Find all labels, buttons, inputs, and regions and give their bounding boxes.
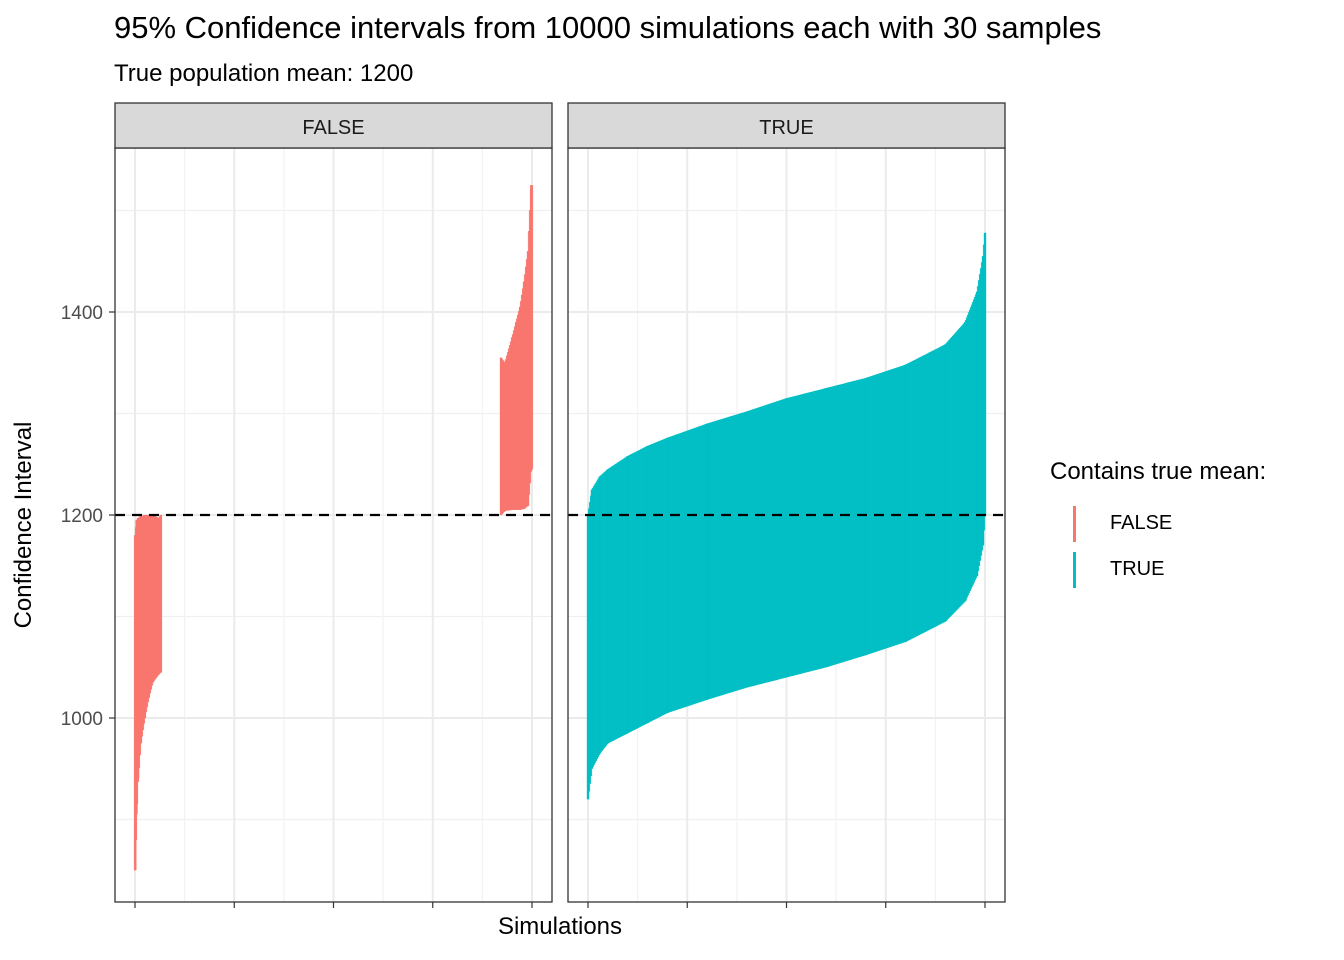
- chart-title: 95% Confidence intervals from 10000 simu…: [114, 10, 1102, 45]
- ci-segments-true: [586, 232, 987, 800]
- y-tick-label: 1400: [61, 303, 103, 324]
- panel-true: TRUE: [567, 102, 1006, 908]
- facet-strip: [114, 102, 553, 149]
- legend-key-false: [1064, 506, 1084, 542]
- facet-strip: [567, 102, 1006, 149]
- chart-subtitle: True population mean: 1200: [114, 60, 414, 87]
- legend-item-false: FALSE: [1050, 504, 1250, 544]
- ci-segments-false: [133, 185, 534, 871]
- panel-false: FALSE: [114, 102, 553, 908]
- facet-label: FALSE: [302, 117, 364, 139]
- y-tick-label: 1200: [61, 506, 103, 527]
- legend-label-true: TRUE: [1110, 558, 1165, 580]
- y-axis: 1000 1200 1400: [61, 303, 115, 730]
- legend-title: Contains true mean:: [1050, 458, 1267, 485]
- y-tick-label: 1000: [61, 709, 103, 730]
- legend-key-true: [1064, 552, 1084, 588]
- legend: Contains true mean: FALSE TRUE: [1050, 458, 1267, 588]
- y-axis-title: Confidence Interval: [10, 421, 37, 629]
- legend-label-false: FALSE: [1110, 512, 1173, 534]
- legend-item-true: TRUE: [1050, 550, 1250, 590]
- x-axis-title: Simulations: [497, 913, 623, 940]
- facet-label: TRUE: [759, 117, 813, 139]
